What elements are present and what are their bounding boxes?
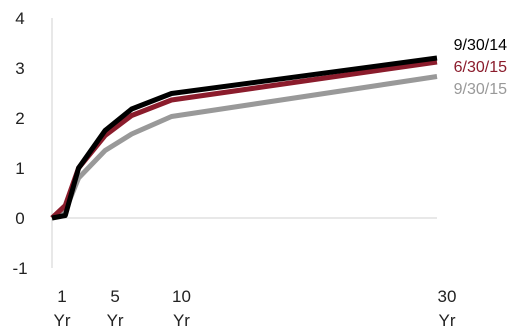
y-axis-ticks: -1 0 1 2 3 4 <box>12 9 27 278</box>
series-line <box>50 74 438 221</box>
x-tick-unit-label: Yr <box>439 311 456 327</box>
y-tick-label: -1 <box>12 259 27 278</box>
chart-axes <box>51 18 437 268</box>
legend-entry: 6/30/15 <box>454 59 507 76</box>
series-lines <box>50 55 438 221</box>
y-tick-label: 3 <box>15 59 24 78</box>
legend-entry: 9/30/15 <box>454 81 507 98</box>
legend: 9/30/14 6/30/15 9/30/15 <box>454 37 507 98</box>
x-tick-label: 1 <box>57 287 66 306</box>
y-tick-label: 0 <box>15 209 24 228</box>
x-axis-ticks: 1 Yr 5 Yr 10 Yr 30 Yr <box>54 287 457 327</box>
x-tick-label: 5 <box>110 287 119 306</box>
legend-entry: 9/30/14 <box>454 37 507 54</box>
y-tick-label: 1 <box>15 159 24 178</box>
x-tick-unit-label: Yr <box>54 311 71 327</box>
series-line <box>51 55 438 221</box>
x-tick-unit-label: Yr <box>173 311 190 327</box>
y-tick-label: 4 <box>15 9 24 28</box>
series-line <box>50 59 438 220</box>
x-tick-label: 30 <box>438 287 457 306</box>
x-tick-label: 10 <box>172 287 191 306</box>
y-tick-label: 2 <box>15 109 24 128</box>
x-tick-unit-label: Yr <box>107 311 124 327</box>
